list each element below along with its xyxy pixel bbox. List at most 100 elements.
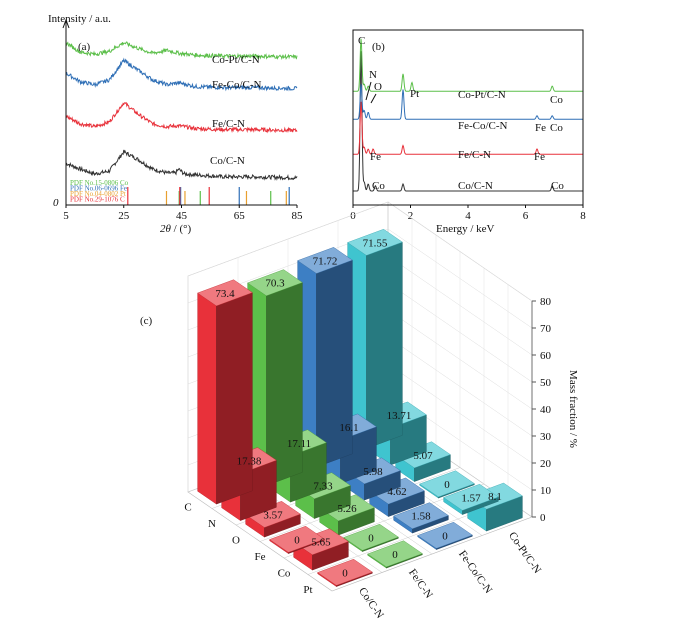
panel-a-series: Co/C-N Fe/C-N Fe-Co/C-N Co-Pt/C-N: [65, 41, 298, 181]
panel-b-x-tick-label: 0: [350, 210, 356, 222]
panel-c-value-label: 7.33: [313, 481, 333, 493]
panel-c-value-label: 17.11: [287, 438, 311, 450]
panel-a-series-label: Co/C-N: [210, 155, 245, 167]
panel-b-annotation: Co: [372, 180, 385, 192]
panel-c-value-label: 1.57: [461, 492, 481, 504]
panel-c-bar-top: [269, 525, 325, 553]
panel-a-x-tick-label: 45: [176, 210, 188, 222]
panel-c-bar-top: [297, 247, 353, 274]
panel-c-z-tick-label: 10: [540, 485, 552, 497]
panel-c-bar-top: [343, 523, 399, 551]
panel-c-bar: [417, 521, 473, 550]
panel-c-value-label: 70.3: [265, 278, 285, 290]
panel-c-value-label: 1.58: [411, 511, 431, 523]
panel-c-bar: [395, 441, 451, 482]
panel-c-bar-top: [419, 470, 475, 498]
panel-c-value-label: 3.57: [263, 509, 283, 521]
panel-b-series-line: [352, 38, 583, 92]
panel-b-annotation: Fe: [370, 151, 381, 163]
panel-b-frame: [352, 29, 584, 206]
panel-c-value-label: 16.1: [339, 422, 358, 434]
panel-c-z-label: Mass fraction / %: [567, 370, 579, 448]
panel-b-annotation: Fe: [535, 122, 546, 134]
panel-c-bar-top: [317, 558, 373, 586]
panel-c-category-label: N: [208, 518, 216, 530]
panel-a-series-line: [66, 149, 298, 181]
panel-a-ref-label: PDF No.15-0806 Co: [70, 179, 129, 187]
panel-a-x-ticks: 5 25 45 65 85: [63, 205, 303, 222]
panel-c-value-label: 5.26: [337, 503, 357, 515]
panel-c-value-label: 8.1: [488, 491, 502, 503]
panel-a-series-label: Co-Pt/C-N: [212, 54, 260, 66]
panel-c-bar-top: [247, 269, 303, 297]
panel-c-bar: [317, 558, 373, 587]
panel-c-category-label: Pt: [303, 584, 312, 596]
panel-b-series-label: Fe-Co/C-N: [458, 120, 508, 132]
panel-c-bar: [367, 540, 423, 569]
panel-b-x-tick-label: 4: [465, 210, 471, 222]
panel-b-annotations: C NO Pt Co Fe Co Fe Fe Co Co: [358, 35, 564, 192]
panel-c-z-tick-label: 50: [540, 377, 552, 389]
panel-b-annotation: C: [358, 35, 365, 47]
panel-c-bars: 8.1 1.57 0 5.07 13.71 71.55 0 1.58 4.62 5.98 16.1 7…: [197, 228, 523, 587]
panel-c-bar-side: [216, 292, 253, 505]
panel-a-series-label: Fe/C-N: [212, 118, 245, 130]
panel-a-series-line: [65, 41, 298, 60]
panel-c-bar-top: [197, 279, 253, 307]
panel-c-bar-top: [443, 483, 499, 511]
panel-b-xlabel: Energy / keV: [436, 223, 495, 235]
panel-a-ylabel: Intensity / a.u.: [48, 13, 111, 25]
panel-c-bar-side: [316, 259, 353, 468]
panel-b-label: (b): [372, 41, 385, 53]
panel-b-x-ticks: 0 2 4 6 8: [350, 205, 586, 222]
panel-c-z-tick-label: 30: [540, 431, 552, 443]
panel-b-series-label: Co/C-N: [458, 180, 493, 192]
panel-a-series-label: Fe-Co/C-N: [212, 79, 262, 91]
panel-a-x-tick-label: 5: [63, 210, 69, 222]
panel-b-arrow-n: [365, 81, 372, 101]
panel-c-category-label: Co: [278, 567, 291, 579]
panel-c-label: (c): [140, 315, 153, 327]
panel-b-series-label: Fe/C-N: [458, 149, 491, 161]
panel-a-series-line: [65, 101, 298, 134]
panel-c-category-label: O: [232, 534, 240, 546]
panel-c-value-label: 4.62: [387, 486, 406, 498]
panel-c-bar: [369, 477, 425, 517]
panel-c-bar: [269, 525, 325, 554]
panel-c-bar-top: [347, 228, 403, 256]
panel-c-z-tick-label: 80: [540, 296, 552, 308]
panel-c-value-label: 17.38: [237, 456, 262, 468]
panel-a-ref-label: PDF No.04-0802 Pt: [70, 190, 126, 198]
panel-c-bar-side: [266, 282, 303, 486]
panel-b-annotation: Co: [550, 94, 563, 106]
panel-b-annotation: Fe: [534, 151, 545, 163]
panel-b-annotation: Pt: [410, 88, 419, 100]
panel-c-bar-top: [417, 521, 473, 549]
panel-a-xlabel: 2θ / (°): [160, 223, 192, 235]
panel-b-x-tick-label: 6: [523, 210, 529, 222]
panel-b: (b) Energy / keV 0 2 4 6 8 Co/C-N Fe/C-N Fe-Co…: [350, 35, 586, 235]
panel-c-series-label: Fe/C-N: [406, 567, 435, 601]
panel-c: (c) 8.1 1.57 0 5.07 13.71 71.55 0 1.58 4.62 5.98 1…: [140, 201, 579, 620]
panel-c-z-tick-label: 60: [540, 350, 552, 362]
panel-c-value-label: 5.98: [363, 466, 383, 478]
panel-c-value-label: 71.72: [313, 255, 338, 267]
panel-b-annotation: Co: [550, 122, 563, 134]
panel-c-value-label: 5.07: [413, 450, 433, 462]
panel-c-series-label: Co-Pt/C-N: [506, 530, 543, 576]
panel-c-series-label: Co/C-N: [356, 585, 386, 620]
panel-c-value-label: 73.4: [215, 288, 235, 300]
panel-a-x-tick-label: 65: [234, 210, 246, 222]
panel-c-value-label: 0: [294, 534, 300, 546]
panel-a-xlabel-unit: / (°): [171, 223, 192, 235]
panel-c-z-tick-label: 40: [540, 404, 552, 416]
panel-b-annotation: N: [369, 69, 377, 81]
panel-c-value-label: 0: [368, 532, 374, 544]
panel-b-annotation: O: [374, 81, 382, 93]
panel-c-value-label: 71.55: [363, 237, 388, 249]
panel-a-series-line: [65, 57, 298, 92]
panel-c-bar: [343, 523, 399, 552]
panel-a: (a) Intensity / a.u. 0 2θ / (°) 5 25 45 65 8…: [48, 13, 303, 235]
